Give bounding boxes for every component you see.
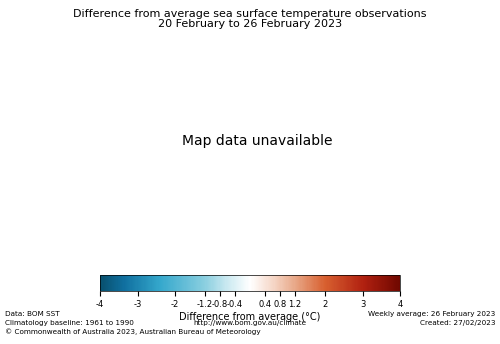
- Text: Data: BOM SST: Data: BOM SST: [5, 311, 60, 317]
- X-axis label: Difference from average (°C): Difference from average (°C): [180, 312, 320, 322]
- Text: © Commonwealth of Australia 2023, Australian Bureau of Meteorology: © Commonwealth of Australia 2023, Austra…: [5, 329, 260, 335]
- Text: Map data unavailable: Map data unavailable: [182, 134, 333, 148]
- Text: Created: 27/02/2023: Created: 27/02/2023: [420, 320, 495, 326]
- Text: 20 February to 26 February 2023: 20 February to 26 February 2023: [158, 19, 342, 29]
- Text: Difference from average sea surface temperature observations: Difference from average sea surface temp…: [73, 9, 427, 19]
- Text: http://www.bom.gov.au/climate: http://www.bom.gov.au/climate: [194, 320, 306, 326]
- Text: Weekly average: 26 February 2023: Weekly average: 26 February 2023: [368, 311, 495, 317]
- Text: Climatology baseline: 1961 to 1990: Climatology baseline: 1961 to 1990: [5, 320, 134, 326]
